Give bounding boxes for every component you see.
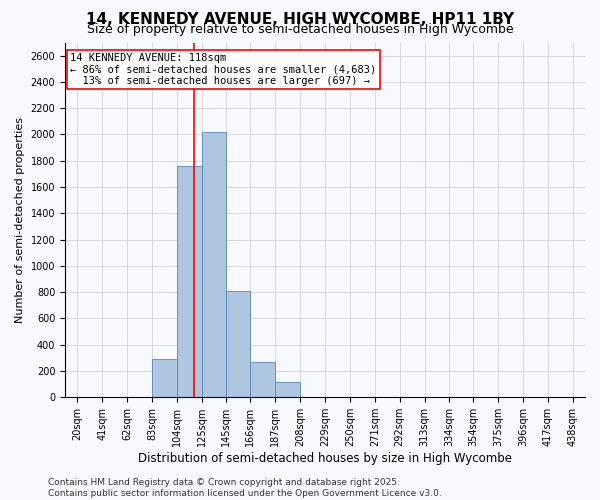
Y-axis label: Number of semi-detached properties: Number of semi-detached properties (15, 117, 25, 323)
Bar (226, 291, 250, 398)
Bar (250, 362, 275, 398)
Bar (275, 382, 300, 398)
Text: 14, KENNEDY AVENUE, HIGH WYCOMBE, HP11 1BY: 14, KENNEDY AVENUE, HIGH WYCOMBE, HP11 1… (86, 12, 514, 28)
Bar (202, 132, 226, 398)
X-axis label: Distribution of semi-detached houses by size in High Wycombe: Distribution of semi-detached houses by … (138, 452, 512, 465)
Text: 14 KENNEDY AVENUE: 118sqm
← 86% of semi-detached houses are smaller (4,683)
  13: 14 KENNEDY AVENUE: 118sqm ← 86% of semi-… (70, 53, 376, 86)
Text: Size of property relative to semi-detached houses in High Wycombe: Size of property relative to semi-detach… (86, 22, 514, 36)
Bar (152, 359, 177, 398)
Bar (177, 166, 202, 398)
Text: Contains HM Land Registry data © Crown copyright and database right 2025.
Contai: Contains HM Land Registry data © Crown c… (48, 478, 442, 498)
